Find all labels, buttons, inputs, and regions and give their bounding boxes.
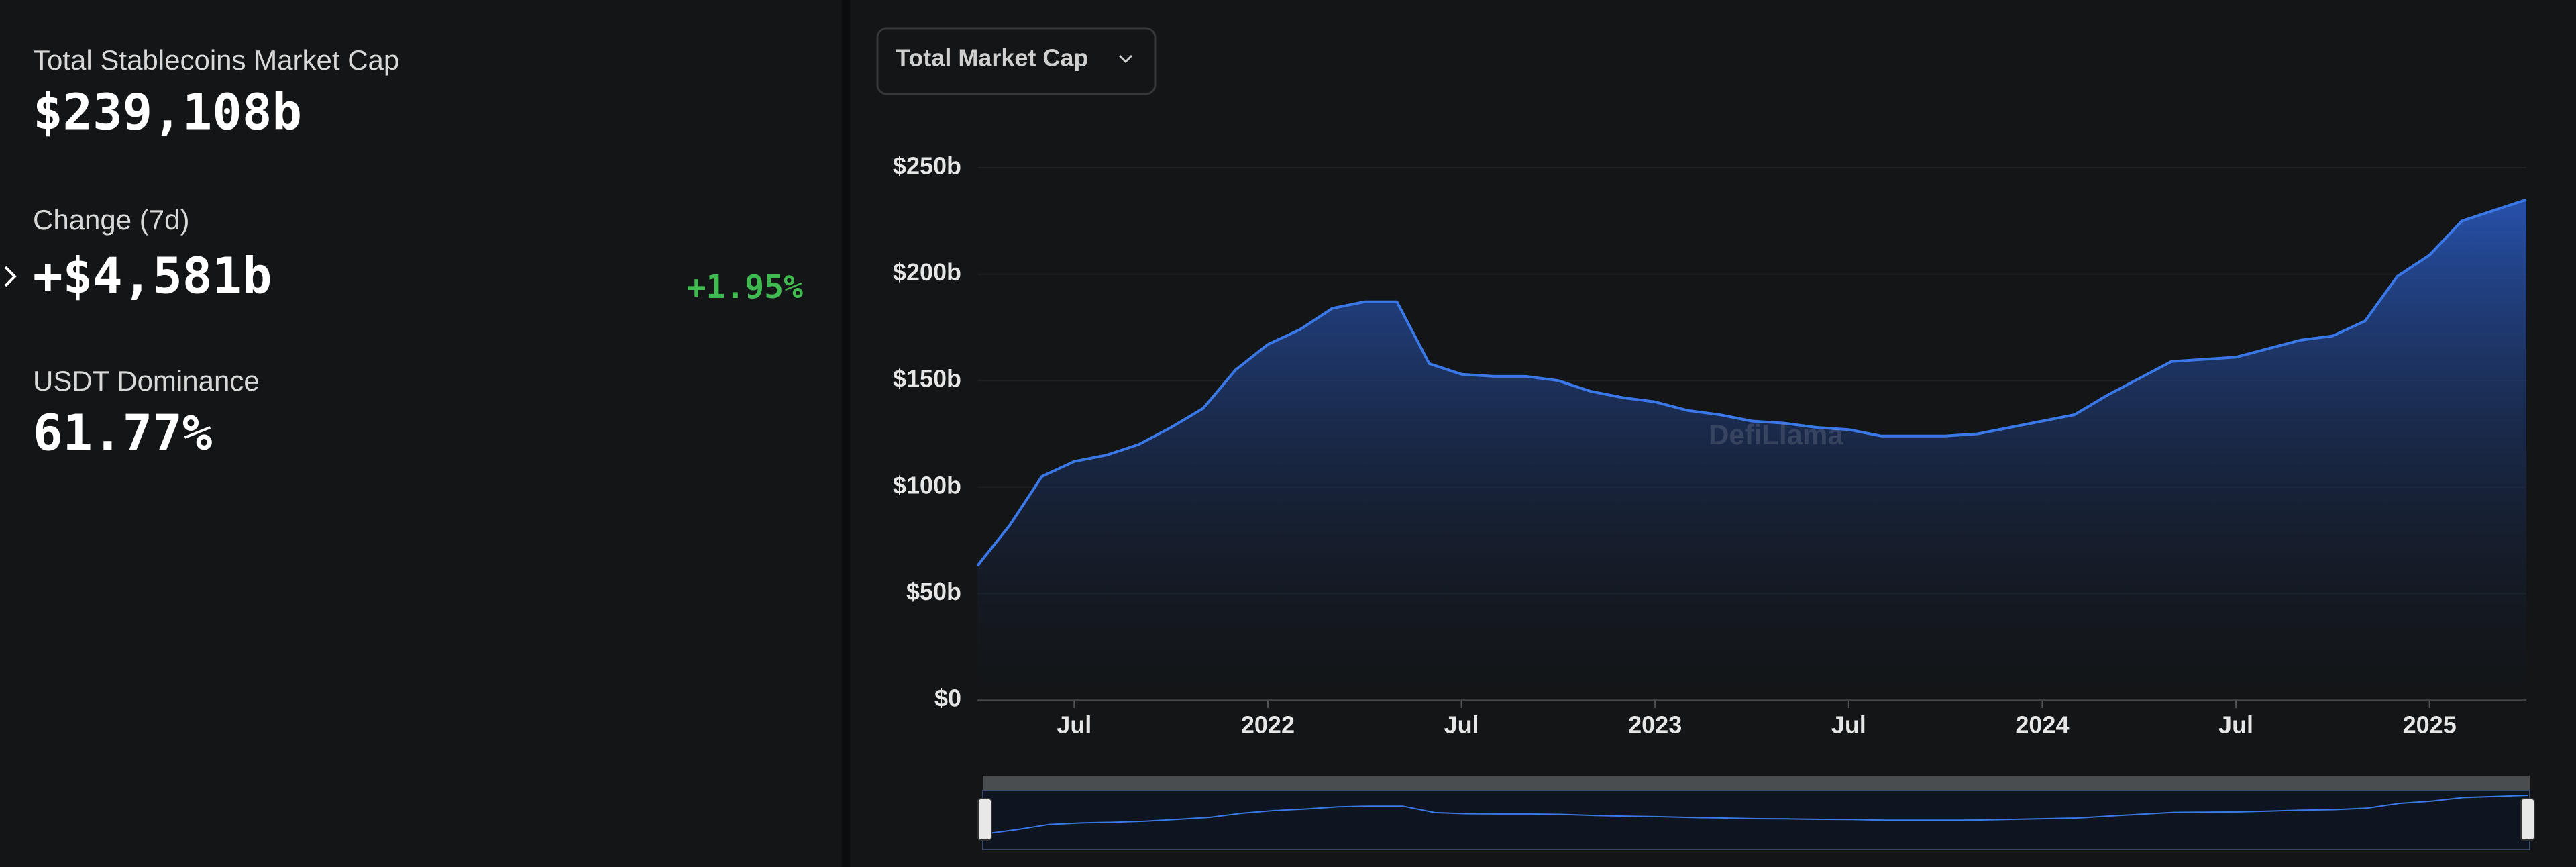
- brush-line: [984, 795, 2528, 835]
- y-tick-label: $250b: [893, 152, 961, 180]
- stat-label: Change (7d): [33, 204, 189, 236]
- x-tick-label: Jul: [1831, 711, 1866, 739]
- brush-preview: [984, 795, 2528, 835]
- x-tick-label: Jul: [1057, 711, 1091, 739]
- watermark: DefiLlama: [1709, 419, 1843, 450]
- x-tick-label: 2023: [1628, 711, 1682, 739]
- x-tick-label: Jul: [2218, 711, 2253, 739]
- brush-handle[interactable]: [977, 798, 992, 841]
- market-cap-line: [976, 198, 2527, 567]
- brush-handle-bar[interactable]: [983, 776, 2530, 790]
- chart: $0 $50b $100b $150b $200b $250b Jul 2022 Jul 2023…: [893, 152, 2527, 739]
- stat-label: Total Stablecoins Market Cap: [33, 44, 399, 76]
- expand-icon[interactable]: [4, 266, 17, 287]
- x-tick-label: 2025: [2403, 711, 2457, 739]
- x-tick-label: Jul: [1444, 711, 1479, 739]
- x-tick-label: 2022: [1241, 711, 1295, 739]
- stat-value: 61.77%: [33, 405, 213, 462]
- y-tick-label: $200b: [893, 258, 961, 286]
- stat-value: +$4,581b: [33, 248, 272, 305]
- y-tick-label: $0: [934, 684, 961, 712]
- y-tick-label: $150b: [893, 365, 961, 393]
- dropdown-label[interactable]: Total Market Cap: [896, 44, 1088, 72]
- market-cap-area: [977, 199, 2526, 701]
- stat-change: +1.95%: [687, 268, 803, 306]
- y-tick-label: $50b: [906, 578, 961, 605]
- brush[interactable]: [982, 790, 2530, 850]
- x-tick-label: 2024: [2015, 711, 2069, 739]
- dropdown[interactable]: [876, 27, 1157, 95]
- stat-label: USDT Dominance: [33, 365, 260, 397]
- brush-handle[interactable]: [2520, 798, 2535, 841]
- stat-value: $239,108b: [33, 84, 302, 142]
- chevron-icon: [1118, 54, 1133, 64]
- stats-panel: [0, 0, 842, 867]
- y-tick-label: $100b: [893, 471, 961, 499]
